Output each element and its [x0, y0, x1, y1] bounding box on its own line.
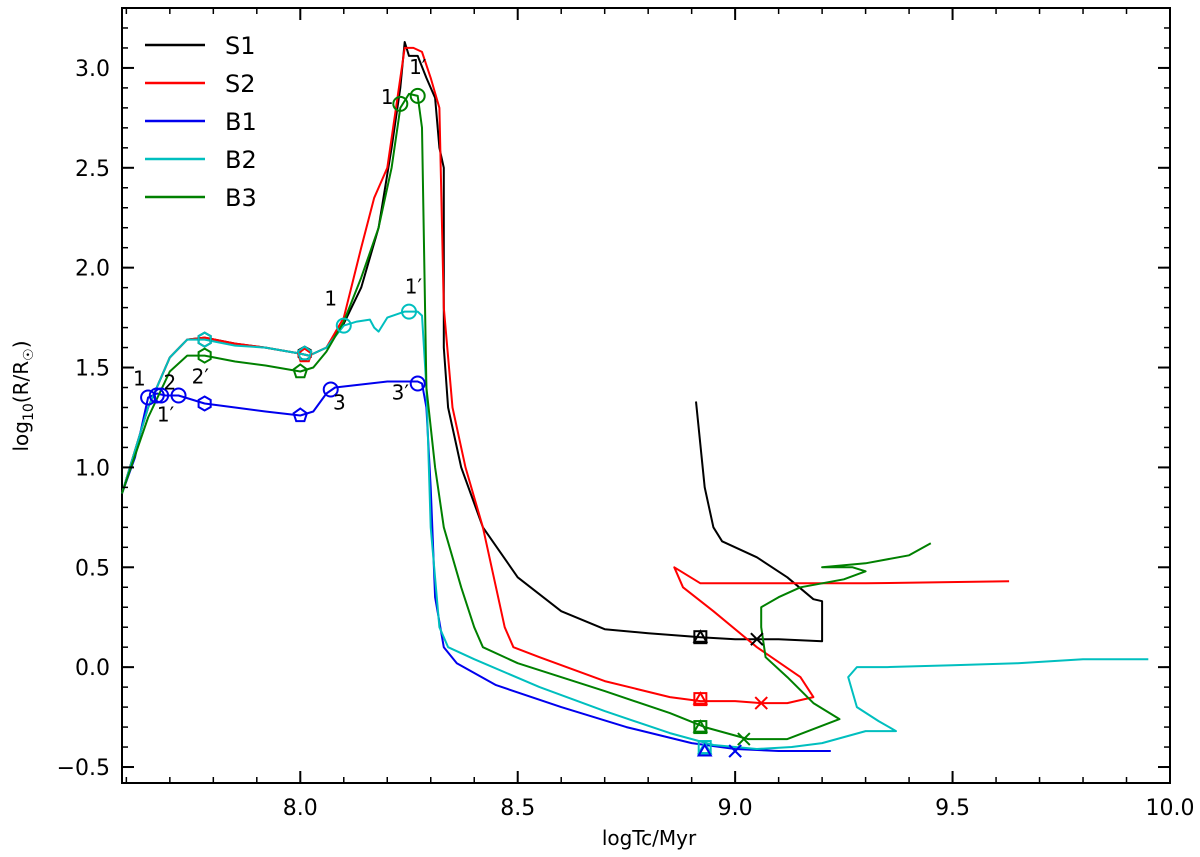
- legend-label-S1: S1: [225, 32, 256, 60]
- marker-circle-6: [335, 317, 352, 334]
- marker-circle-8: [392, 95, 409, 112]
- plot-frame: [121, 7, 1171, 784]
- y-tick-label: 2.5: [75, 157, 110, 182]
- marker-triangle-31: [696, 743, 713, 757]
- marker-circle-5: [409, 375, 426, 392]
- series-line-B1: [121, 380, 831, 752]
- marker-triangle-29: [696, 741, 713, 755]
- y-axis-title-close: ): [9, 340, 33, 348]
- marker-x-27: [737, 732, 751, 746]
- x-tick-label: 8.0: [283, 796, 318, 821]
- legend-label-S2: S2: [225, 70, 256, 98]
- y-tick-label: −0.5: [57, 756, 110, 781]
- annotation-0: 1: [133, 367, 146, 391]
- y-tick-label: 0.0: [75, 656, 110, 681]
- series-layer: [121, 41, 1149, 752]
- marker-circle-1: [148, 387, 165, 404]
- y-axis-title-main: log: [9, 421, 33, 452]
- annotation-6: 1: [324, 287, 337, 311]
- marker-pentagon-18: [292, 407, 309, 423]
- marker-circle-7: [401, 303, 418, 320]
- annotation-3: 2′: [192, 365, 210, 389]
- series-line-B3: [121, 92, 932, 741]
- marker-pentagon-16: [296, 345, 313, 361]
- x-tick-label: 9.5: [935, 796, 970, 821]
- annotation-5: 3′: [392, 380, 410, 404]
- annotation-2: 1′: [157, 402, 175, 426]
- marker-x-32: [728, 744, 742, 758]
- annotation-1: 2: [163, 371, 176, 395]
- x-tick-label: 8.5: [500, 796, 535, 821]
- marker-triangle-20: [692, 629, 709, 643]
- legend: S1 S2 B1 B2 B3: [145, 32, 257, 212]
- marker-hexagon-13: [197, 395, 212, 412]
- y-axis-title: log10(R/R☉): [9, 340, 37, 451]
- plot-border: [121, 7, 1171, 784]
- annotation-4: 3: [333, 390, 346, 414]
- y-tick-label: 0.5: [75, 556, 110, 581]
- marker-x-21: [750, 632, 764, 646]
- axis-layer: 8.0 8.5 9.0 9.5 10.0 −0.5 0.0 0.5 1.0 1.5 2.0 2.5 3.…: [57, 8, 1195, 821]
- legend-label-B1: B1: [225, 108, 257, 136]
- marker-x-24: [754, 696, 768, 710]
- annotation-7: 1′: [405, 275, 423, 299]
- marker-circle-9: [409, 87, 426, 104]
- marker-circle-2: [153, 387, 170, 404]
- marker-pentagon-17: [292, 363, 309, 379]
- marker-hexagon-12: [197, 347, 212, 364]
- y-axis-title-sun: ☉: [21, 348, 37, 361]
- y-tick-label: 2.0: [75, 257, 110, 282]
- x-tick-label: 10.0: [1146, 796, 1195, 821]
- marker-triangle-26: [692, 719, 709, 733]
- y-tick-label: 3.0: [75, 57, 110, 82]
- x-axis-title: logTc/Myr: [602, 826, 697, 850]
- marker-triangle-23: [692, 691, 709, 705]
- marker-hexagon-11: [197, 331, 212, 348]
- y-tick-label: 1.0: [75, 456, 110, 481]
- marker-layer: [140, 87, 768, 758]
- annotation-layer: 1 21′2′3 3′1 1′11′: [133, 55, 427, 427]
- x-tick-label: 9.0: [718, 796, 753, 821]
- marker-circle-4: [322, 381, 339, 398]
- annotation-8: 1: [381, 85, 394, 109]
- legend-label-B3: B3: [225, 184, 257, 212]
- y-axis-title-sub: 10: [21, 403, 37, 421]
- y-tick-label: 1.5: [75, 357, 110, 382]
- y-axis-title-rest: (R/R: [9, 361, 33, 403]
- series-line-B2: [121, 310, 1149, 750]
- annotation-9: 1′: [409, 55, 427, 79]
- legend-label-B2: B2: [225, 146, 257, 174]
- marker-circle-3: [170, 387, 187, 404]
